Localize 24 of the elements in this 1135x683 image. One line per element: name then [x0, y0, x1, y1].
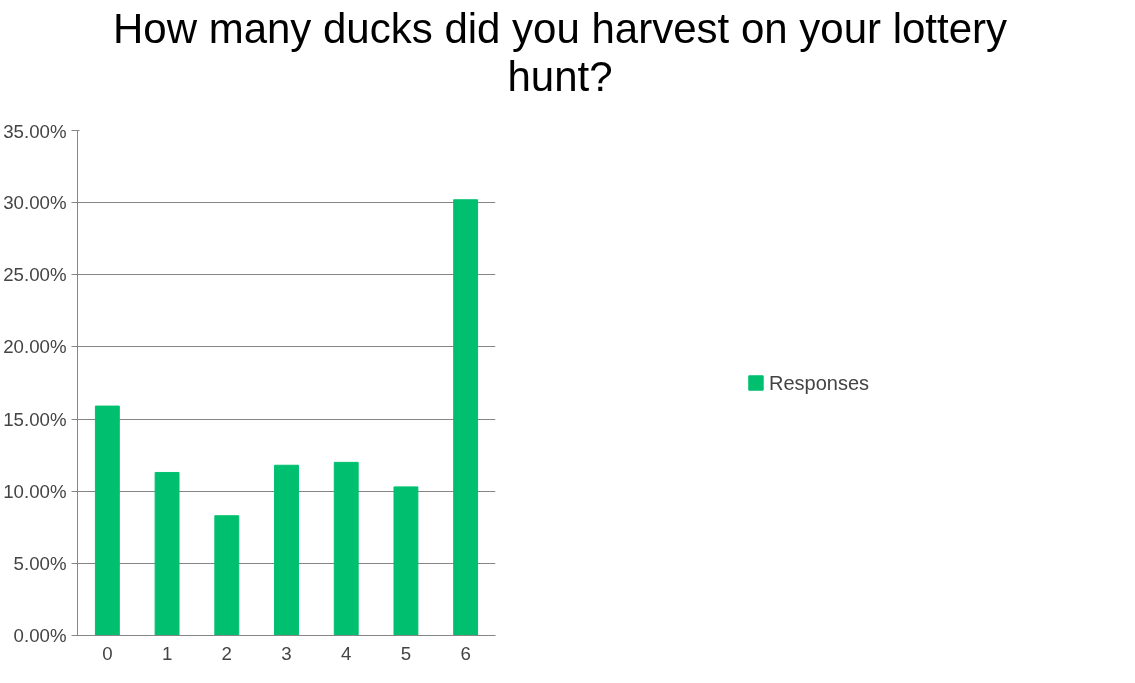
x-tick-label: 4 [341, 642, 352, 664]
y-tick-label: 30.00% [3, 192, 67, 214]
bar [214, 515, 240, 636]
y-tick-label: 5.00% [13, 552, 67, 574]
chart-title: How many ducks did you harvest on your lottery hunt? [111, 5, 1009, 102]
bar [393, 486, 419, 636]
x-tick-label: 2 [221, 642, 232, 664]
bar [333, 461, 359, 636]
bar [453, 199, 479, 636]
y-tick-label: 10.00% [3, 480, 67, 502]
bar [274, 464, 299, 636]
bar [154, 471, 180, 636]
y-tick-label: 0.00% [13, 625, 67, 646]
x-tick-label: 5 [400, 642, 412, 664]
y-tick-label: 20.00% [3, 336, 67, 358]
x-tick-label: 1 [161, 642, 173, 664]
x-tick-label: 0 [102, 642, 113, 664]
bar [94, 405, 120, 636]
y-tick-label: 15.00% [3, 408, 67, 430]
y-tick-label: 25.00% [3, 264, 67, 286]
x-tick-label: 6 [460, 642, 471, 664]
y-tick-label: 35.00% [3, 120, 67, 142]
legend-label: Responses [768, 371, 870, 394]
x-tick-label: 3 [281, 642, 292, 664]
